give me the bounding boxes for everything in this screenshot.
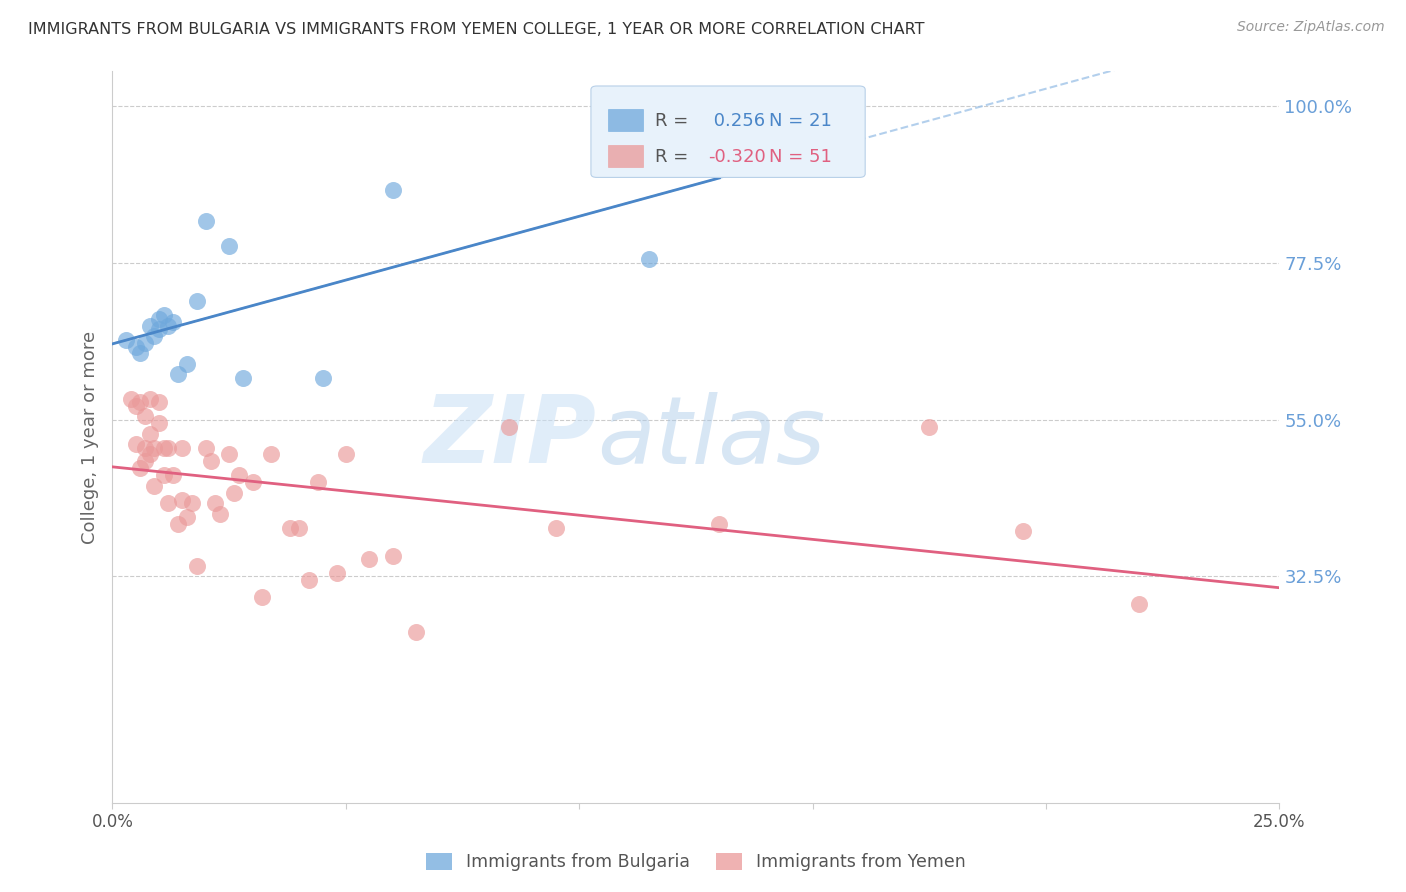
Text: -0.320: -0.320 <box>707 148 765 166</box>
Point <box>143 479 166 493</box>
Point <box>129 346 152 360</box>
Point <box>232 371 254 385</box>
FancyBboxPatch shape <box>609 145 644 167</box>
Point <box>194 441 217 455</box>
Y-axis label: College, 1 year or more: College, 1 year or more <box>80 331 98 543</box>
Point <box>200 454 222 468</box>
Point <box>125 437 148 451</box>
Point <box>638 252 661 267</box>
Point <box>157 496 180 510</box>
Point <box>405 625 427 640</box>
Legend: Immigrants from Bulgaria, Immigrants from Yemen: Immigrants from Bulgaria, Immigrants fro… <box>419 846 973 879</box>
Point <box>194 214 217 228</box>
Text: N = 21: N = 21 <box>769 112 832 129</box>
Point <box>134 454 156 468</box>
Point <box>139 318 162 333</box>
Point <box>1011 524 1033 538</box>
Point <box>297 573 319 587</box>
Point <box>218 448 240 462</box>
Point <box>498 419 520 434</box>
Point <box>180 496 202 510</box>
Point <box>918 419 941 434</box>
Text: 0.256: 0.256 <box>707 112 765 129</box>
Text: IMMIGRANTS FROM BULGARIA VS IMMIGRANTS FROM YEMEN COLLEGE, 1 YEAR OR MORE CORREL: IMMIGRANTS FROM BULGARIA VS IMMIGRANTS F… <box>28 22 925 37</box>
Point <box>120 392 142 406</box>
Point <box>278 521 301 535</box>
Point <box>148 416 170 430</box>
Point <box>228 468 250 483</box>
Point <box>148 395 170 409</box>
Point <box>709 127 731 141</box>
Point <box>125 339 148 353</box>
Point <box>125 399 148 413</box>
FancyBboxPatch shape <box>591 86 865 178</box>
Point <box>325 566 347 580</box>
Point <box>176 357 198 371</box>
Point <box>157 441 180 455</box>
Point <box>162 468 184 483</box>
Point <box>1128 597 1150 611</box>
Point <box>143 441 166 455</box>
Point <box>153 468 176 483</box>
Point <box>134 409 156 424</box>
Text: N = 51: N = 51 <box>769 148 832 166</box>
Point <box>288 521 311 535</box>
Point <box>204 496 226 510</box>
Point <box>381 549 404 563</box>
Point <box>186 558 208 573</box>
Point <box>143 329 166 343</box>
Point <box>172 441 194 455</box>
Point <box>242 475 264 490</box>
Point <box>129 395 152 409</box>
Point <box>381 183 404 197</box>
Point <box>208 507 231 521</box>
Point <box>139 392 162 406</box>
Text: R =: R = <box>655 148 689 166</box>
Point <box>153 308 176 322</box>
Point <box>311 371 333 385</box>
Point <box>250 591 273 605</box>
Point <box>166 368 188 382</box>
Point <box>134 441 156 455</box>
Point <box>139 448 162 462</box>
Point <box>359 552 381 566</box>
Point <box>148 322 170 336</box>
Point <box>134 336 156 351</box>
Point <box>335 448 357 462</box>
Text: R =: R = <box>655 112 689 129</box>
Text: Source: ZipAtlas.com: Source: ZipAtlas.com <box>1237 20 1385 34</box>
Point <box>115 333 138 347</box>
Point <box>307 475 329 490</box>
Point <box>157 318 180 333</box>
Point <box>129 461 152 475</box>
Point <box>139 426 162 441</box>
Text: atlas: atlas <box>596 392 825 483</box>
Point <box>153 441 176 455</box>
Point <box>176 510 198 524</box>
Point <box>222 485 245 500</box>
Text: ZIP: ZIP <box>423 391 596 483</box>
Point <box>162 315 184 329</box>
Point <box>260 448 283 462</box>
Point <box>709 517 731 532</box>
Point <box>148 311 170 326</box>
Point <box>544 521 567 535</box>
Point <box>218 238 240 252</box>
FancyBboxPatch shape <box>609 109 644 130</box>
Point <box>186 294 208 309</box>
Point <box>166 517 188 532</box>
Point <box>172 492 194 507</box>
